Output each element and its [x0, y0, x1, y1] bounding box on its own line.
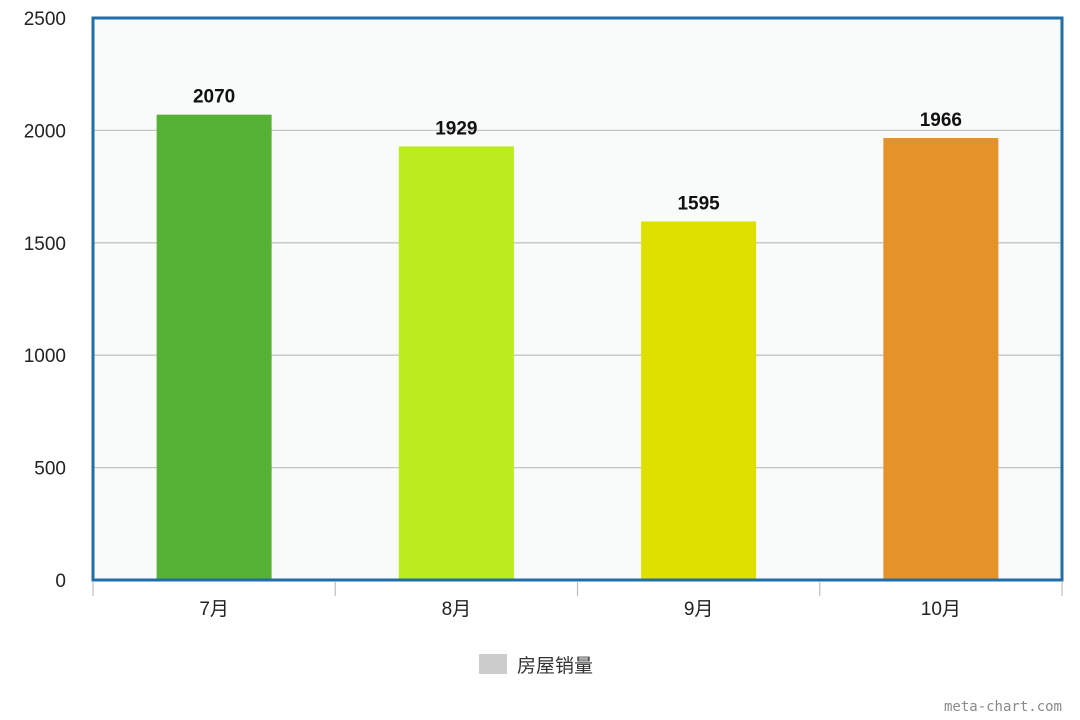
- plot-frame: [91, 16, 1064, 582]
- y-tick-label: 0: [55, 571, 66, 592]
- bars: [156, 114, 999, 581]
- data-label: 1929: [435, 118, 477, 139]
- x-axis: 7月 8月 9月 10月: [92, 582, 1063, 620]
- y-tick-label: 1000: [24, 346, 66, 367]
- y-axis-ticks: 0 500 1000 1500 2000 2500: [24, 9, 66, 592]
- y-tick-label: 1500: [24, 234, 66, 255]
- x-tick-label: 7月: [199, 599, 229, 620]
- legend: 房屋销量: [479, 654, 593, 677]
- y-tick-label: 2500: [24, 9, 66, 30]
- legend-label: 房屋销量: [517, 655, 593, 677]
- y-tick-label: 500: [34, 459, 66, 480]
- data-labels: 2070 1929 1595 1966: [193, 87, 962, 215]
- data-label: 1595: [677, 193, 720, 214]
- bar: [641, 221, 757, 580]
- x-tick-label: 8月: [442, 599, 472, 620]
- bar: [156, 114, 272, 580]
- bar: [883, 138, 999, 580]
- watermark: meta-chart.com: [944, 699, 1062, 715]
- data-label: 2070: [193, 87, 235, 108]
- x-tick-label: 10月: [921, 599, 961, 620]
- legend-swatch: [479, 654, 507, 674]
- data-label: 1966: [920, 110, 962, 131]
- x-tick-label: 9月: [684, 599, 714, 620]
- bar: [398, 146, 514, 581]
- y-tick-label: 2000: [24, 121, 66, 142]
